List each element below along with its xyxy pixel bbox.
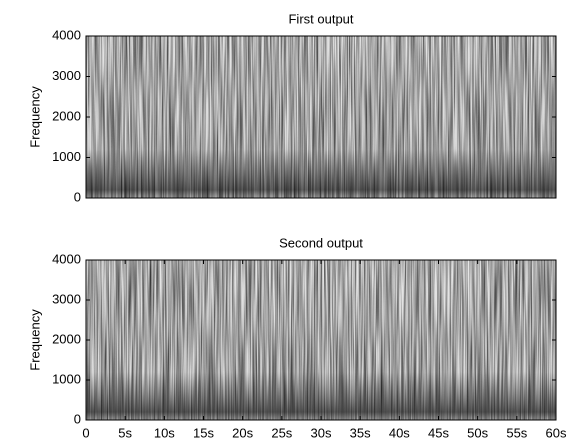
x-tick-label: 25s bbox=[271, 425, 292, 440]
y-tick-label: 4000 bbox=[52, 251, 81, 266]
x-tick-label: 40s bbox=[389, 425, 410, 440]
panel-title: Second output bbox=[279, 235, 363, 250]
x-tick-label: 60s bbox=[546, 425, 567, 440]
y-tick-label: 2000 bbox=[52, 331, 81, 346]
x-tick-label: 0 bbox=[82, 425, 89, 440]
y-axis-label: Frequency bbox=[27, 86, 42, 148]
y-tick-label: 2000 bbox=[52, 108, 81, 123]
x-tick-label: 5s bbox=[118, 425, 132, 440]
x-tick-label: 50s bbox=[467, 425, 488, 440]
y-tick-label: 1000 bbox=[52, 371, 81, 386]
spectrogram-low-band bbox=[86, 260, 556, 420]
panel-title: First output bbox=[288, 11, 353, 26]
y-tick-label: 3000 bbox=[52, 68, 81, 83]
x-tick-label: 45s bbox=[428, 425, 449, 440]
x-tick-label: 10s bbox=[154, 425, 175, 440]
y-tick-label: 4000 bbox=[52, 27, 81, 42]
spectrogram-low-band bbox=[86, 36, 556, 198]
y-tick-label: 0 bbox=[74, 411, 81, 426]
x-tick-label: 20s bbox=[232, 425, 253, 440]
y-tick-label: 0 bbox=[74, 189, 81, 204]
y-tick-label: 3000 bbox=[52, 291, 81, 306]
x-tick-label: 30s bbox=[311, 425, 332, 440]
y-tick-label: 1000 bbox=[52, 149, 81, 164]
y-axis-label: Frequency bbox=[27, 309, 42, 371]
x-tick-label: 35s bbox=[350, 425, 371, 440]
x-tick-label: 55s bbox=[506, 425, 527, 440]
x-tick-label: 15s bbox=[193, 425, 214, 440]
